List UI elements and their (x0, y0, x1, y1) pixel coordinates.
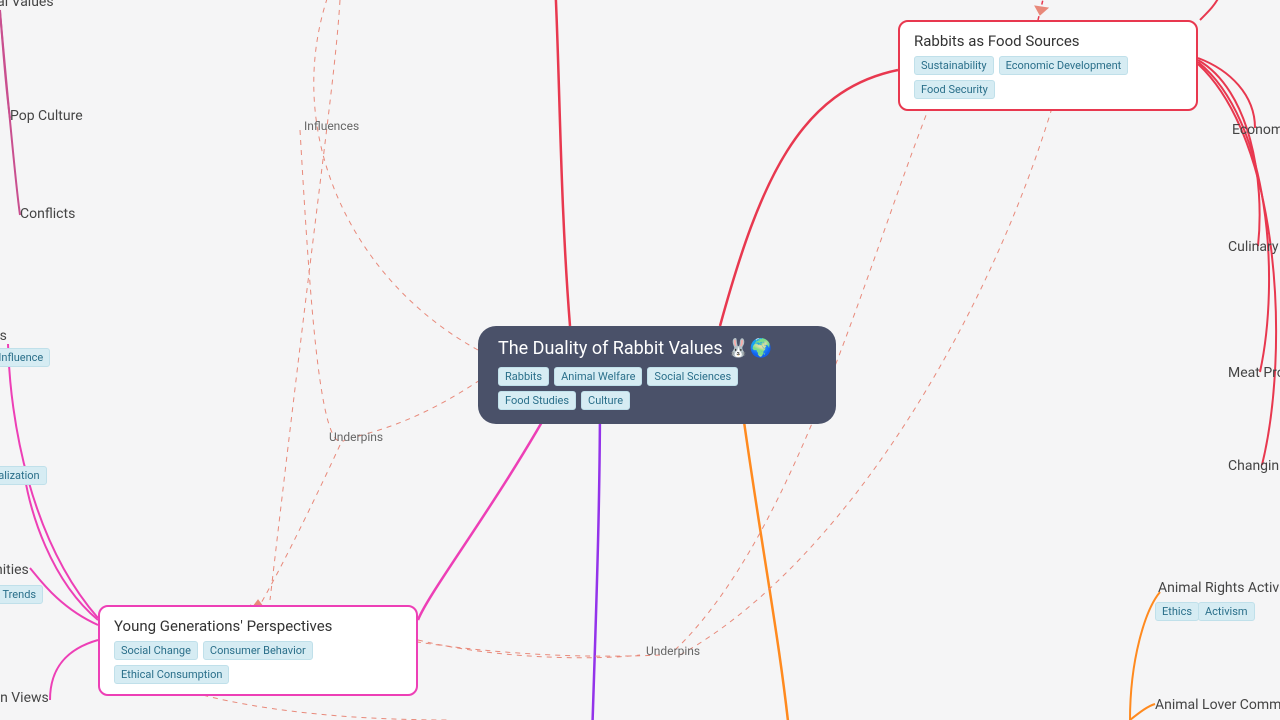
tag: ia Influence (0, 348, 50, 367)
tag: Activism (1198, 602, 1255, 621)
tag: Animal Welfare (554, 367, 642, 386)
edge-curve (260, 445, 340, 605)
edge-curve (740, 393, 790, 720)
tag: Sustainability (914, 56, 994, 75)
edge-curve (0, 10, 10, 118)
edge-curve (314, 0, 478, 350)
tag: Economic Development (999, 56, 1129, 75)
tag: Food Studies (498, 391, 576, 410)
tag: Social Sciences (647, 367, 738, 386)
leaf-econom[interactable]: Econom (1232, 122, 1280, 138)
leaf-ts[interactable]: ts (0, 328, 7, 344)
node-food-tags: Sustainability Economic DevelopmentFood S… (914, 56, 1182, 99)
edge-curve (300, 130, 345, 442)
edge-curve (418, 640, 640, 658)
leaf-lovercomm[interactable]: Animal Lover Comm (1155, 697, 1280, 713)
edge-curve (1038, 0, 1044, 20)
edge-curve (1198, 62, 1269, 372)
central-node[interactable]: The Duality of Rabbit Values 🐰🌍 Rabbits A… (478, 326, 836, 424)
tag: Ethical Consumption (114, 665, 229, 684)
tag: Social Change (114, 641, 198, 660)
edge-curve (1130, 704, 1155, 720)
leaf-changin[interactable]: Changin (1228, 458, 1279, 474)
tag: Culture (581, 391, 630, 410)
leaf-pop[interactable]: Pop Culture (10, 108, 83, 124)
central-title: The Duality of Rabbit Values 🐰🌍 (498, 338, 816, 359)
leaf-dernviews[interactable]: dern Views (0, 690, 49, 706)
edge-curve (592, 393, 600, 720)
node-young[interactable]: Young Generations' Perspectives Social C… (98, 605, 418, 696)
edge-curve (1198, 58, 1255, 128)
edge-curve (1035, 6, 1048, 15)
node-food-title: Rabbits as Food Sources (914, 32, 1182, 50)
leaf-activists[interactable]: Animal Rights Activis (1158, 580, 1280, 596)
tag: style Trends (0, 585, 43, 604)
edge-curve (355, 380, 480, 437)
edge-curve (270, 0, 340, 600)
edge-curve (1198, 60, 1260, 246)
leaf-culinary[interactable]: Culinary (1228, 239, 1278, 255)
tag: Rabbits (498, 367, 549, 386)
leaf-meatpro[interactable]: Meat Pro (1228, 365, 1280, 381)
tag: Food Security (914, 80, 995, 99)
edge-curve (555, 0, 570, 326)
edge-curve (720, 70, 898, 326)
node-young-tags: Social Change Consumer Behavior Ethical Co… (114, 641, 402, 684)
node-young-title: Young Generations' Perspectives (114, 617, 402, 635)
central-tags: Rabbits Animal Welfare Social Sciences Food… (498, 367, 816, 410)
leaf-tradvals[interactable]: itional Values (0, 0, 54, 10)
edge-label: Underpins (329, 430, 383, 444)
edge-curve (50, 640, 98, 700)
node-food[interactable]: Rabbits as Food Sources Sustainability Ec… (898, 20, 1198, 111)
edge-label: Influences (304, 119, 359, 133)
tag: Consumer Behavior (203, 641, 313, 660)
tag: Ethics (1155, 602, 1199, 621)
edge-curve (418, 390, 560, 620)
tag: Socialization (0, 466, 47, 485)
edge-curve (1200, 0, 1220, 20)
leaf-nities[interactable]: nities (0, 562, 29, 578)
leaf-conflicts[interactable]: Conflicts (20, 206, 75, 222)
edge-label: Underpins (646, 644, 700, 658)
